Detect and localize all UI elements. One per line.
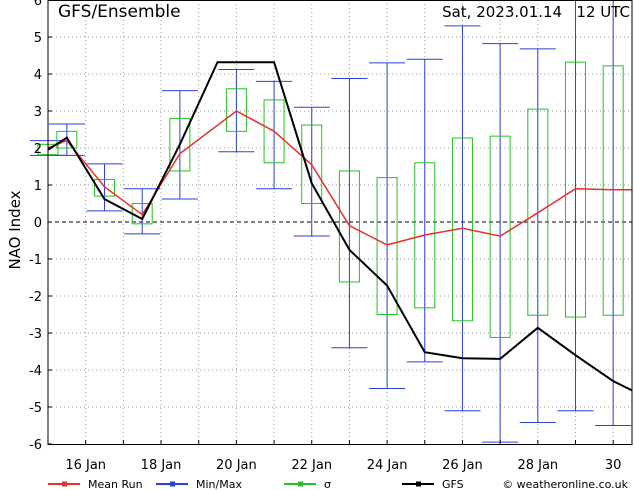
legend-marker [416, 481, 421, 487]
x-tick-label: 20 Jan [216, 458, 257, 473]
y-tick-label: 1 [34, 179, 42, 194]
sigma-box [489, 135, 511, 338]
y-tick-label: 2 [34, 142, 42, 157]
x-tick-label: 22 Jan [291, 458, 332, 473]
sigma-box [225, 88, 247, 132]
legend-marker [62, 481, 67, 487]
y-tick-label: 5 [34, 31, 42, 46]
y-tick-label: -1 [29, 253, 42, 268]
legend-marker [298, 481, 303, 487]
axis-labels: -6 -5 -4 -3 -2 -1 0 1 2 3 4 5 6 16 Jan 18 Jan 20 Jan 22 … [29, 0, 621, 473]
legend-label: GFS [442, 478, 464, 490]
x-tick-label: 24 Jan [367, 458, 408, 473]
x-tick-label: 18 Jan [141, 458, 182, 473]
legend-label: Min/Max [196, 478, 242, 490]
gfs-line [47, 61, 633, 392]
sigma-box [169, 117, 191, 172]
y-tick-label: -4 [29, 364, 42, 379]
y-tick-label: -5 [29, 401, 42, 416]
y-tick-label: -3 [29, 327, 42, 342]
sigma-box [263, 99, 285, 164]
legend-marker [170, 481, 175, 487]
x-tick-label: 30 [605, 458, 622, 473]
x-tick-label: 26 Jan [442, 458, 483, 473]
sigma-box [94, 178, 116, 197]
x-tick-label: 28 Jan [517, 458, 558, 473]
legend-label: σ [324, 478, 331, 490]
sigma-box [376, 177, 398, 315]
legend-label: Mean Run [88, 478, 143, 490]
y-tick-label: 3 [34, 105, 42, 120]
y-tick-label: 4 [34, 68, 42, 83]
y-tick-label: -2 [29, 290, 42, 305]
chart-title-left: GFS/Ensemble [58, 2, 181, 22]
mean-run-line [47, 110, 632, 246]
x-tick-label: 16 Jan [65, 458, 106, 473]
footer-legend: Mean Run Min/Max σ GFS [48, 478, 464, 490]
y-axis-label: NAO Index [6, 190, 24, 269]
sigma-box [56, 130, 78, 149]
y-tick-label: -6 [29, 438, 42, 453]
chart-title-right: Sat, 2023.01.14 12 UTC [442, 3, 630, 21]
sigma-box [338, 170, 360, 283]
credit-text: © weatheronline.co.uk [502, 478, 628, 490]
sigma-box [414, 162, 436, 309]
y-tick-label: 0 [34, 216, 42, 231]
sigma-box [527, 108, 549, 316]
series-layer [30, 1, 633, 443]
grid-lines [48, 0, 632, 444]
y-tick-label: 6 [34, 0, 42, 9]
sigma-box [301, 124, 323, 204]
